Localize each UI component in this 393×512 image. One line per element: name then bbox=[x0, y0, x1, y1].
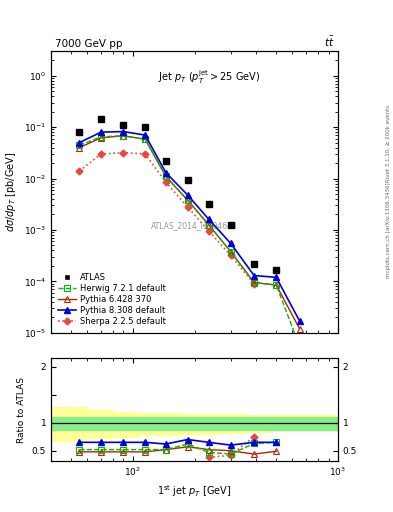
Text: Rivet 3.1.10, ≥ 200k events: Rivet 3.1.10, ≥ 200k events bbox=[386, 105, 391, 182]
Text: $t\bar{t}$: $t\bar{t}$ bbox=[323, 34, 334, 49]
Text: Jet $p_T$ ($p_T^{\rm jet}$$>$25 GeV): Jet $p_T$ ($p_T^{\rm jet}$$>$25 GeV) bbox=[158, 68, 260, 86]
Y-axis label: Ratio to ATLAS: Ratio to ATLAS bbox=[17, 377, 26, 442]
Text: mcplots.cern.ch [arXiv:1306.3436]: mcplots.cern.ch [arXiv:1306.3436] bbox=[386, 183, 391, 278]
X-axis label: $1^{\rm st}$ jet $p_T$ [GeV]: $1^{\rm st}$ jet $p_T$ [GeV] bbox=[157, 484, 232, 499]
Text: ATLAS_2014_I1304688: ATLAS_2014_I1304688 bbox=[151, 222, 238, 230]
Y-axis label: $d\sigma/dp_T$ [pb/GeV]: $d\sigma/dp_T$ [pb/GeV] bbox=[4, 152, 18, 232]
Legend: ATLAS, Herwig 7.2.1 default, Pythia 6.428 370, Pythia 8.308 default, Sherpa 2.2.: ATLAS, Herwig 7.2.1 default, Pythia 6.42… bbox=[55, 270, 169, 329]
Text: 7000 GeV pp: 7000 GeV pp bbox=[55, 38, 123, 49]
